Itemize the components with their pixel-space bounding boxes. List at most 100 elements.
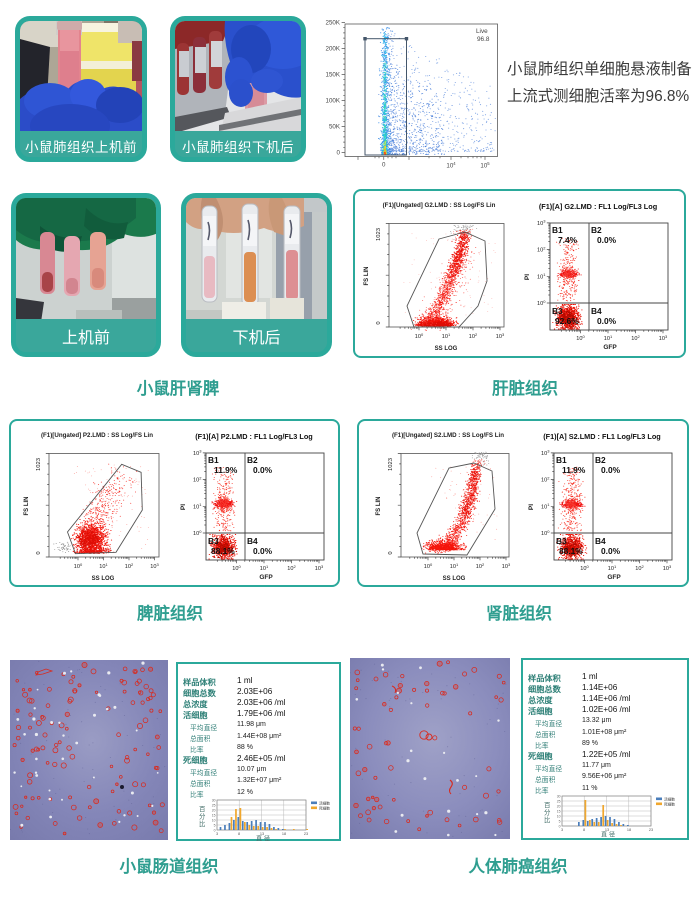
svg-text:103: 103 — [502, 562, 511, 570]
svg-text:0.0%: 0.0% — [253, 546, 273, 556]
svg-text:比: 比 — [544, 815, 551, 824]
svg-text:死细胞: 死细胞 — [319, 806, 330, 811]
svg-text:100: 100 — [580, 564, 589, 572]
svg-text:1023: 1023 — [36, 458, 42, 471]
svg-text:103: 103 — [663, 564, 672, 572]
svg-text:0: 0 — [337, 150, 341, 157]
svg-text:100: 100 — [537, 299, 546, 307]
svg-text:百: 百 — [544, 801, 550, 809]
svg-text:0: 0 — [214, 828, 216, 832]
svg-text:13: 13 — [260, 832, 264, 836]
svg-text:101: 101 — [608, 564, 617, 572]
svg-text:PI: PI — [180, 504, 187, 510]
svg-text:GFP: GFP — [603, 344, 617, 351]
svg-text:1023: 1023 — [376, 228, 382, 241]
svg-text:0.0%: 0.0% — [597, 316, 617, 326]
svg-text:比: 比 — [199, 819, 206, 828]
svg-text:103: 103 — [315, 564, 324, 572]
svg-text:PI: PI — [528, 504, 535, 510]
svg-text:(F1)[A] P2.LMD : FL1 Log/FL3 L: (F1)[A] P2.LMD : FL1 Log/FL3 Log — [195, 432, 313, 441]
svg-text:活细胞: 活细胞 — [664, 797, 675, 802]
svg-text:11.9%: 11.9% — [562, 465, 586, 475]
svg-text:7.4%: 7.4% — [558, 235, 578, 245]
svg-text:102: 102 — [631, 334, 640, 342]
svg-text:B2: B2 — [595, 455, 606, 465]
svg-text:102: 102 — [476, 562, 485, 570]
svg-text:0: 0 — [36, 551, 42, 554]
svg-text:8: 8 — [583, 828, 585, 832]
svg-text:100: 100 — [415, 332, 424, 340]
svg-text:0: 0 — [382, 162, 386, 169]
svg-text:(F1)[Ungated] P2.LMD : SS Log/: (F1)[Ungated] P2.LMD : SS Log/FS Lin — [41, 432, 153, 439]
svg-text:100: 100 — [424, 562, 433, 570]
svg-text:105: 105 — [480, 161, 490, 170]
svg-text:SS LOG: SS LOG — [92, 576, 115, 582]
svg-text:3: 3 — [561, 828, 563, 832]
svg-text:88.1%: 88.1% — [559, 546, 583, 556]
svg-text:1023: 1023 — [388, 458, 394, 471]
svg-text:SS LOG: SS LOG — [435, 346, 458, 352]
svg-text:3: 3 — [216, 832, 218, 836]
svg-text:101: 101 — [260, 564, 269, 572]
svg-text:18: 18 — [282, 832, 286, 836]
svg-text:30: 30 — [212, 798, 216, 802]
svg-text:23: 23 — [649, 828, 653, 832]
svg-text:(F1)[Ungated] S2.LMD : SS Log/: (F1)[Ungated] S2.LMD : SS Log/FS Lin — [392, 432, 504, 439]
svg-text:PI: PI — [524, 274, 531, 280]
svg-text:B4: B4 — [595, 536, 606, 546]
svg-text:B1: B1 — [556, 455, 567, 465]
svg-text:102: 102 — [635, 564, 644, 572]
svg-text:20: 20 — [557, 804, 561, 808]
svg-text:0.0%: 0.0% — [253, 465, 273, 475]
svg-text:B2: B2 — [591, 225, 602, 235]
svg-text:20: 20 — [212, 808, 216, 812]
svg-text:92.6%: 92.6% — [555, 316, 579, 326]
svg-text:B4: B4 — [247, 536, 258, 546]
svg-text:GFP: GFP — [607, 574, 621, 581]
svg-text:分: 分 — [544, 808, 551, 817]
svg-text:直 径: 直 径 — [256, 835, 270, 843]
svg-text:150K: 150K — [326, 72, 341, 79]
svg-text:0: 0 — [376, 321, 382, 324]
svg-text:50K: 50K — [329, 124, 341, 131]
svg-text:FS LIN: FS LIN — [376, 497, 382, 516]
svg-text:0.0%: 0.0% — [601, 465, 621, 475]
svg-text:102: 102 — [537, 245, 546, 253]
svg-text:B1: B1 — [208, 455, 219, 465]
svg-text:8: 8 — [238, 832, 240, 836]
svg-text:104: 104 — [446, 161, 456, 170]
svg-text:11.9%: 11.9% — [214, 465, 238, 475]
svg-text:96.8: 96.8 — [477, 36, 490, 43]
svg-text:B2: B2 — [247, 455, 258, 465]
svg-text:103: 103 — [496, 332, 505, 340]
svg-text:100: 100 — [576, 334, 585, 342]
svg-text:0.0%: 0.0% — [601, 546, 621, 556]
svg-text:GFP: GFP — [259, 574, 273, 581]
svg-text:102: 102 — [287, 564, 296, 572]
svg-text:直 径: 直 径 — [601, 831, 615, 839]
svg-text:5: 5 — [214, 823, 216, 827]
svg-text:250K: 250K — [326, 20, 341, 27]
svg-text:5: 5 — [559, 819, 561, 823]
svg-text:100: 100 — [232, 564, 241, 572]
svg-text:101: 101 — [541, 502, 550, 510]
svg-text:100: 100 — [541, 529, 550, 537]
svg-text:10: 10 — [557, 814, 561, 818]
svg-text:活细胞: 活细胞 — [319, 801, 330, 806]
svg-text:15: 15 — [212, 813, 216, 817]
svg-text:101: 101 — [450, 562, 459, 570]
svg-text:25: 25 — [557, 799, 561, 803]
svg-text:10: 10 — [212, 818, 216, 822]
svg-text:103: 103 — [659, 334, 668, 342]
svg-text:101: 101 — [604, 334, 613, 342]
svg-text:0: 0 — [559, 824, 561, 828]
svg-text:102: 102 — [469, 332, 478, 340]
svg-text:B3: B3 — [552, 306, 563, 316]
svg-text:B3: B3 — [556, 536, 567, 546]
svg-text:88.1%: 88.1% — [211, 546, 235, 556]
svg-text:百: 百 — [199, 805, 205, 813]
svg-text:(F1)[A] S2.LMD : FL1 Log/FL3 L: (F1)[A] S2.LMD : FL1 Log/FL3 Log — [543, 432, 661, 441]
svg-text:B4: B4 — [591, 306, 602, 316]
svg-text:15: 15 — [557, 809, 561, 813]
svg-text:102: 102 — [193, 475, 202, 483]
